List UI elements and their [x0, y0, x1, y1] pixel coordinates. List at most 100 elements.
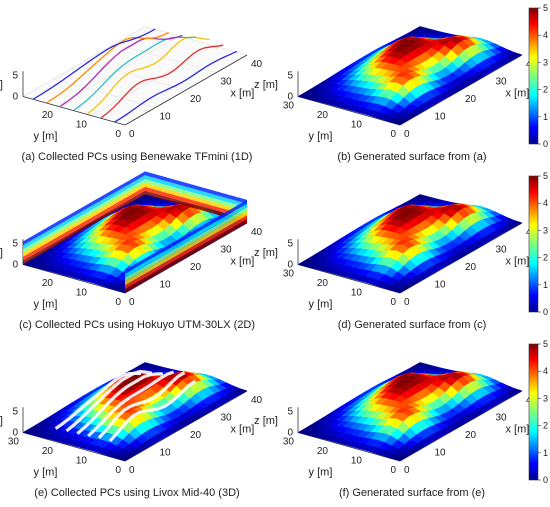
panel-e-x-axis: [124, 390, 248, 462]
panel-b-xtick: 20: [465, 94, 477, 105]
scan-stripe: [76, 372, 163, 435]
panel-e-xtick: 10: [160, 448, 172, 459]
panel-c-ztick: 0: [12, 260, 18, 271]
panel-d-caption: (d) Generated surface from (c): [338, 319, 487, 331]
colorbar-tick: 1: [543, 112, 548, 122]
panel-a-xtick: 20: [190, 94, 202, 105]
panel-c-ylabel: y [m]: [34, 299, 58, 311]
panel-a-ztick: 0: [12, 92, 18, 103]
colorbar-tick: 4: [543, 198, 548, 208]
colorbar-tick: 0: [543, 475, 548, 485]
panel-d-x-axis: [399, 222, 523, 294]
panel-f-ytick: 20: [317, 446, 329, 457]
panel-c-ytick: 10: [76, 288, 88, 299]
panel-f-xlabel: x [m]: [506, 424, 530, 436]
panel-e-zlabel: z [m]: [0, 415, 3, 427]
colorbar-gradient: [528, 343, 539, 481]
panel-f-xtick: 10: [435, 448, 447, 459]
panel-c: 0 10 20 30 40 0 10 20 0 5 x [m] y [m] z [m] (c) Colle…: [0, 171, 263, 331]
panel-b-xtick: 30: [496, 77, 508, 88]
panel-d-zlabel: z [m]: [254, 247, 278, 259]
wall-band: [125, 211, 247, 286]
colorbar-tick: 5: [543, 339, 548, 349]
panel-c-xtick: 20: [190, 262, 202, 273]
panel-e-xtick: 0: [129, 465, 135, 476]
wall-band: [125, 207, 247, 282]
panel-e-data: [22, 362, 248, 462]
panel-a-caption: (a) Collected PCs using Benewake TFmini …: [22, 151, 253, 163]
panel-f-xtick: 0: [404, 465, 410, 476]
panel-c-caption: (c) Collected PCs using Hokuyo UTM-30LX …: [19, 319, 255, 331]
panel-a-y-axis: [22, 96, 126, 126]
panel-b-zlabel: z [m]: [254, 79, 278, 91]
panel-b-ytick: 30: [283, 101, 295, 112]
panel-d-ztick: 0: [287, 260, 293, 271]
panel-a-ztick: 5: [12, 71, 18, 82]
scan-line: [114, 50, 238, 123]
panel-c-zlabel: z [m]: [0, 247, 3, 259]
panel-c-ztick: 5: [12, 239, 18, 250]
colorbar-tick: 5: [543, 171, 548, 181]
panel-e-ztick: 0: [12, 428, 18, 439]
surface-cell: [508, 220, 523, 227]
panel-b-xlabel: x [m]: [506, 88, 530, 100]
panel-a-axes: [22, 26, 248, 126]
colorbar-tick: 2: [543, 421, 548, 431]
panel-b-x-axis: [399, 54, 523, 126]
panel-f-colorbar: 0 1 2 3 4 5: [528, 339, 548, 485]
panel-e-xtick: 20: [190, 430, 202, 441]
panel-d-ytick: 20: [317, 278, 329, 289]
panel-c-xlabel: x [m]: [231, 256, 255, 268]
panel-b-xtick: 10: [435, 112, 447, 123]
panel-a-ytick: 10: [76, 120, 88, 131]
panel-b-ylabel: y [m]: [309, 131, 333, 143]
colorbar-tick: 0: [543, 139, 548, 149]
panel-e-xlabel: x [m]: [231, 424, 255, 436]
colorbar-tick: 4: [543, 366, 548, 376]
panel-c-data: [22, 171, 248, 294]
wall-band: [125, 215, 247, 290]
colorbar-tick: 5: [543, 3, 548, 13]
panel-a-ytick: 20: [42, 110, 54, 121]
scan-stripe: [87, 370, 175, 438]
panel-b-caption: (b) Generated surface from (a): [337, 151, 486, 163]
scan-stripe: [108, 379, 197, 442]
panel-f-ztick: 5: [287, 407, 293, 418]
panel-f-ytick: 10: [351, 456, 363, 467]
panel-f-ztick: 0: [287, 428, 293, 439]
panel-e-ytick: 0: [115, 465, 121, 476]
panel-c-xtick: 10: [160, 280, 172, 291]
colorbar-tick: 3: [543, 57, 548, 67]
panel-d-xtick: 20: [465, 262, 477, 273]
panel-a-xlabel: x [m]: [231, 88, 255, 100]
colorbar-tick: 1: [543, 448, 548, 458]
panel-a-xtick: 40: [251, 59, 263, 70]
wall-band: [23, 190, 145, 265]
panel-d-ztick: 5: [287, 239, 293, 250]
scan-line: [32, 28, 156, 100]
panel-c-ytick: 20: [42, 278, 54, 289]
panel-d-xlabel: x [m]: [506, 256, 530, 268]
panel-a-ylabel: y [m]: [34, 131, 58, 143]
panel-b-data: [297, 26, 523, 126]
panel-f-ytick: 0: [390, 465, 396, 476]
panel-a-zlabel: z [m]: [0, 79, 3, 91]
panel-f-zlabel: z [m]: [254, 415, 278, 427]
wall-band: [145, 182, 247, 216]
colorbar-tick: 4: [543, 30, 548, 40]
panel-c-xtick: 30: [221, 245, 233, 256]
panel-d-ytick: 10: [351, 288, 363, 299]
panel-f-y-axis: [297, 432, 401, 462]
wall-band: [125, 199, 247, 274]
panel-d-xtick: 0: [404, 297, 410, 308]
scan-line: [60, 34, 183, 107]
panel-b-ztick: 5: [287, 71, 293, 82]
panel-f-xtick: 20: [465, 430, 477, 441]
panel-b-y-axis: [297, 96, 401, 126]
panel-a: 0 10 20 30 40 0 10 20 0 5 x [m] y [m] z [m] (a) Colle…: [0, 26, 263, 163]
panel-e-ylabel: y [m]: [34, 467, 58, 479]
panel-c-xtick: 0: [129, 297, 135, 308]
panel-b-colorbar: 0 1 2 3 4 5: [528, 3, 548, 149]
